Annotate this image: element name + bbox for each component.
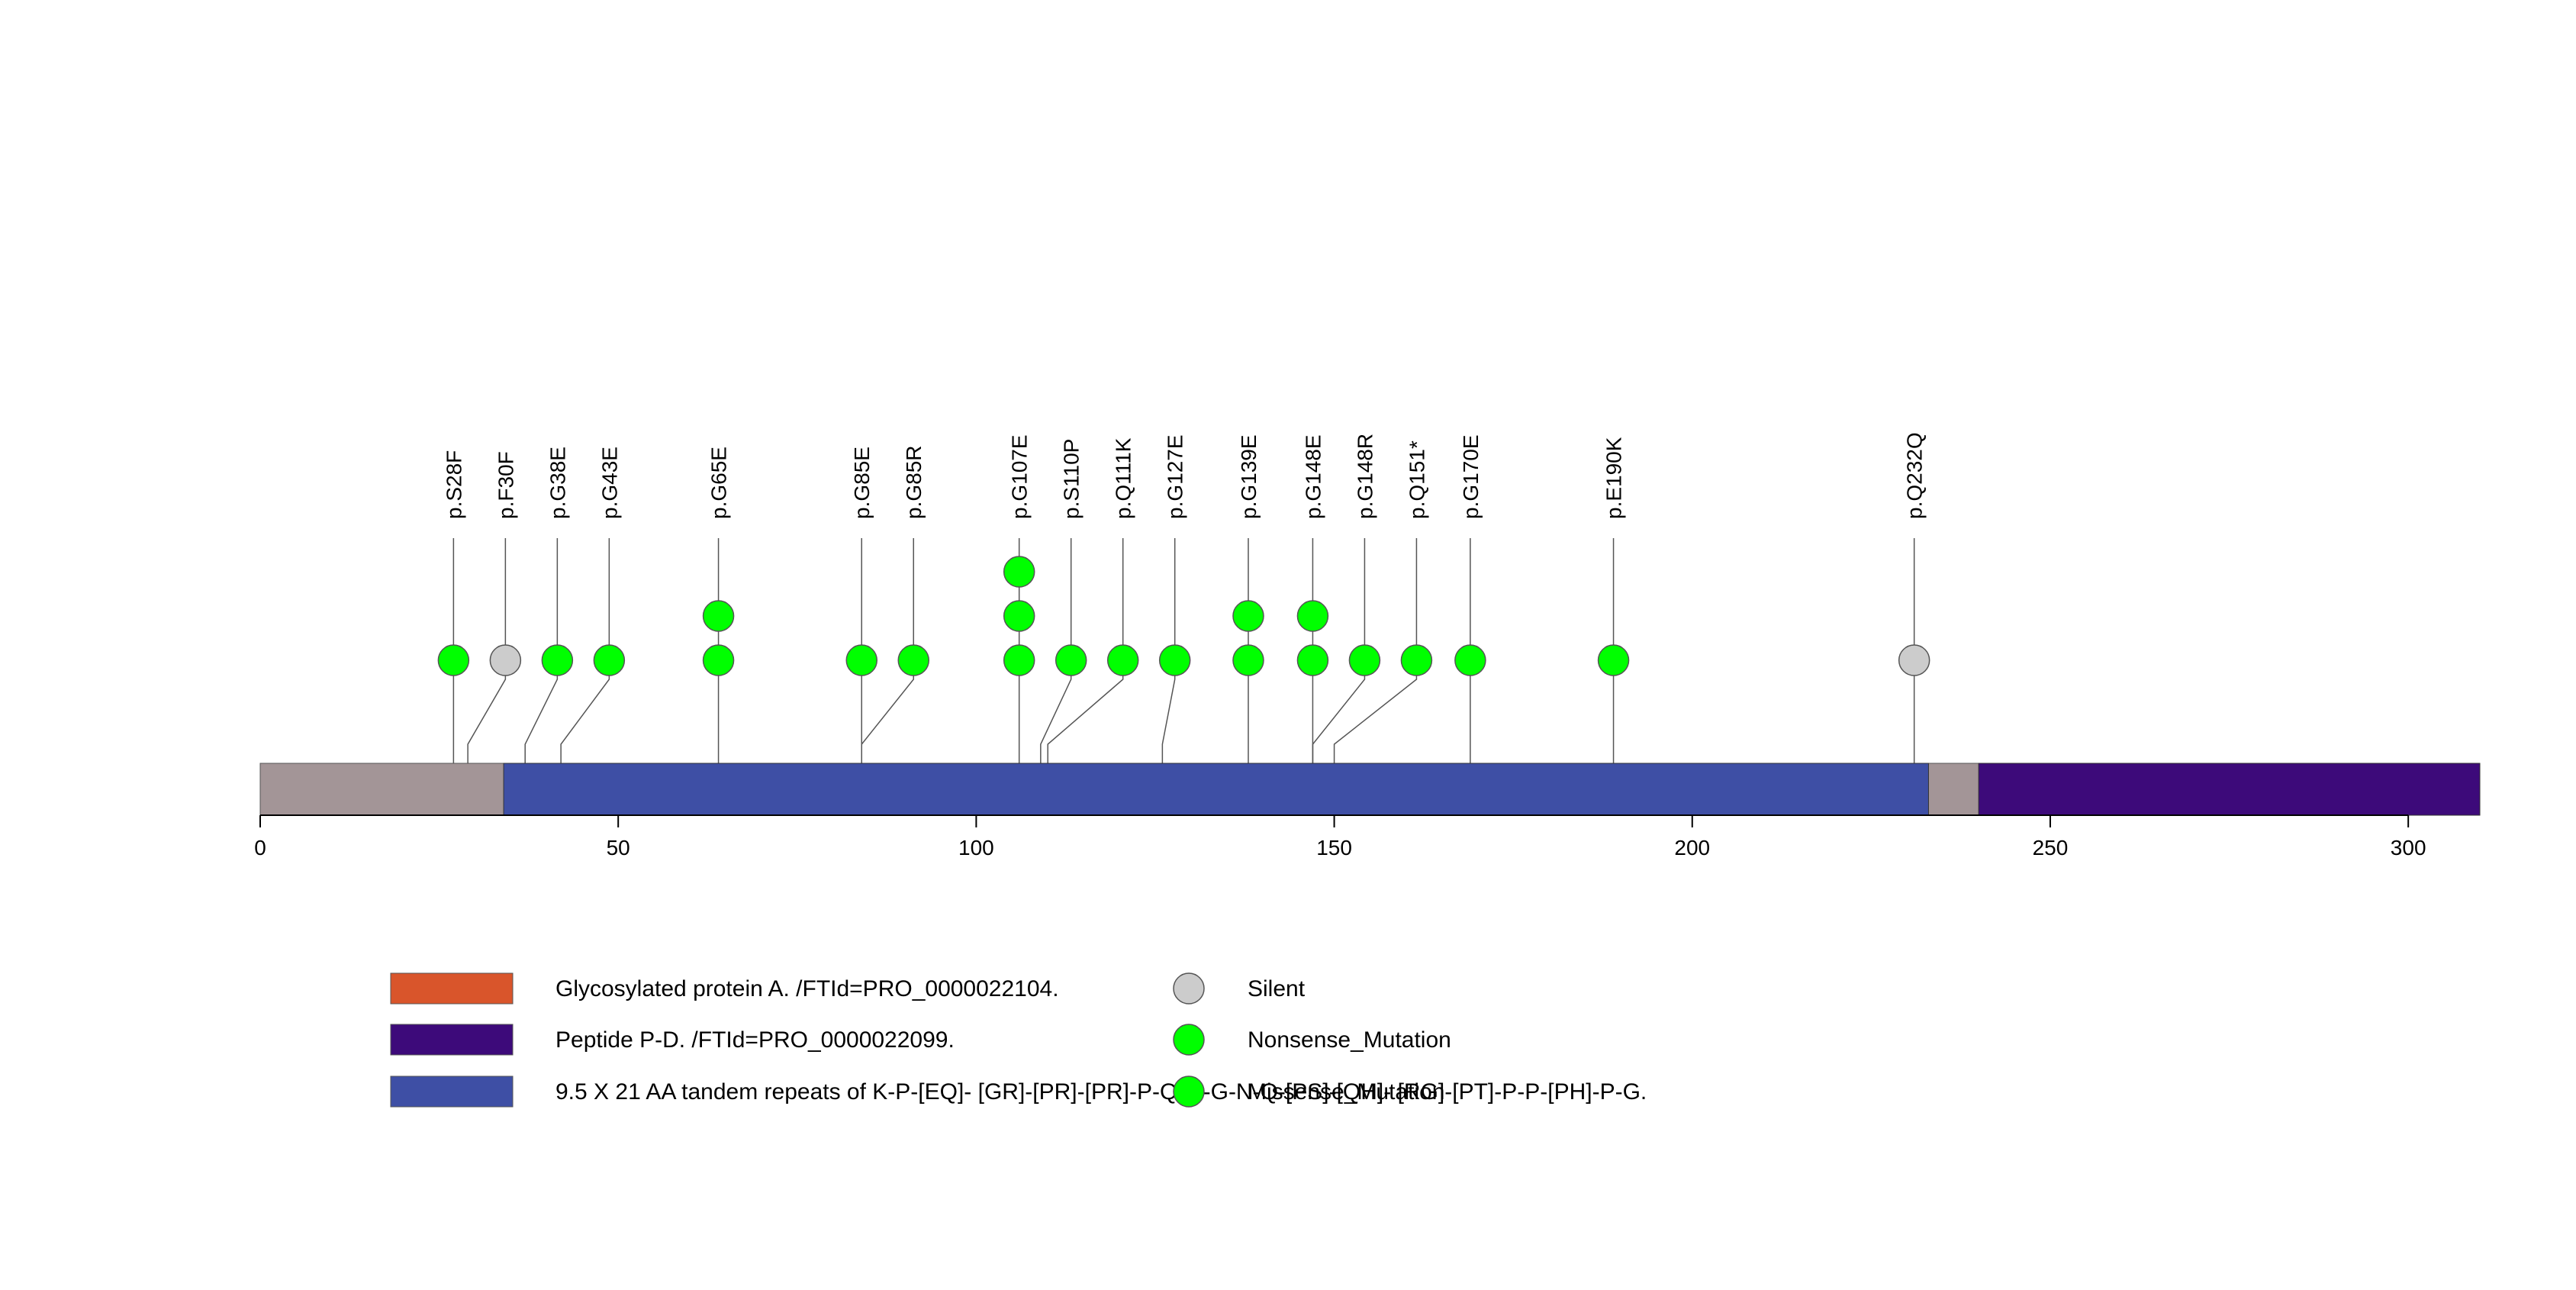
x-tick-label: 100	[958, 836, 994, 859]
mutation-point	[1003, 644, 1035, 676]
domain-bar	[1978, 763, 2481, 816]
mutation-label: p.G107E	[1008, 434, 1032, 519]
legend-swatch	[390, 1024, 514, 1056]
mutation-point	[845, 644, 877, 676]
x-tick-label: 150	[1316, 836, 1352, 859]
legend-label: Peptide P-D. /FTId=PRO_0000022099.	[555, 1027, 955, 1053]
mutation-point	[1898, 644, 1930, 676]
mutation-point	[593, 644, 626, 676]
mutation-point	[1296, 600, 1329, 632]
legend-swatch	[390, 972, 514, 1005]
legend-marker	[1173, 972, 1205, 1005]
legend-label: Silent	[1248, 976, 1306, 1001]
x-tick-label: 50	[607, 836, 630, 859]
domain-bar	[503, 763, 1929, 816]
mutation-labels: p.S28F p.F30F p.G38E p.G43E p.G65E p.G85E p.G8…	[442, 432, 1926, 519]
protein-backbone	[259, 763, 2481, 816]
mutation-point	[1003, 556, 1035, 588]
mutation-point	[1348, 644, 1381, 676]
mutation-point	[1003, 600, 1035, 632]
mutation-label: p.G148E	[1301, 434, 1325, 519]
mutation-point	[1232, 600, 1264, 632]
legend-marker	[1173, 1024, 1205, 1056]
legend-label: Glycosylated protein A. /FTId=PRO_000002…	[555, 976, 1059, 1001]
legend: Glycosylated protein A. /FTId=PRO_000002…	[390, 972, 1647, 1108]
legend-label: 9.5 X 21 AA tandem repeats of K-P-[EQ]- …	[555, 1079, 1647, 1105]
legend-label: Missense_Mutation	[1248, 1079, 1444, 1105]
mutation-point	[437, 644, 470, 676]
mutation-points	[437, 556, 1930, 676]
mutation-point	[489, 644, 522, 676]
x-axis: 0 50 100 150 200 250 300	[254, 814, 2426, 859]
mutation-point	[897, 644, 929, 676]
x-tick-label: 300	[2391, 836, 2426, 859]
mutation-label: p.G43E	[597, 447, 621, 519]
mutation-label: p.Q151*	[1405, 440, 1428, 519]
mutation-label: p.G85E	[850, 447, 874, 519]
mutation-point	[1158, 644, 1191, 676]
mutation-label: p.G139E	[1237, 434, 1261, 519]
mutation-label: p.G148R	[1353, 434, 1377, 519]
mutation-label: p.G38E	[546, 447, 569, 519]
mutation-label: p.G65E	[707, 447, 731, 519]
mutation-label: p.G127E	[1164, 434, 1187, 519]
x-tick-label: 250	[2033, 836, 2069, 859]
mutation-point	[1454, 644, 1486, 676]
mutation-label: p.Q111K	[1112, 437, 1135, 519]
mutation-label: p.E190K	[1602, 437, 1626, 519]
mutation-label: p.S110P	[1060, 439, 1084, 519]
mutation-label: p.S28F	[442, 450, 465, 519]
x-tick-label: 0	[254, 836, 266, 859]
mutation-label: p.F30F	[494, 451, 517, 519]
mutation-point	[541, 644, 574, 676]
legend-label: Nonsense_Mutation	[1248, 1027, 1451, 1053]
mutation-point	[1400, 644, 1433, 676]
mutation-point	[1055, 644, 1087, 676]
mutation-point	[702, 644, 735, 676]
mutation-label: p.G170E	[1459, 434, 1483, 519]
x-tick-label: 200	[1674, 836, 1710, 859]
mutation-point	[1296, 644, 1329, 676]
legend-swatch	[390, 1076, 514, 1108]
mutation-point	[1232, 644, 1264, 676]
legend-marker	[1173, 1076, 1205, 1108]
mutation-point	[1597, 644, 1630, 676]
mutation-point	[702, 600, 735, 632]
mutation-point	[1106, 644, 1139, 676]
mutation-label: p.Q232Q	[1903, 432, 1927, 519]
mutation-label: p.G85R	[902, 446, 926, 520]
